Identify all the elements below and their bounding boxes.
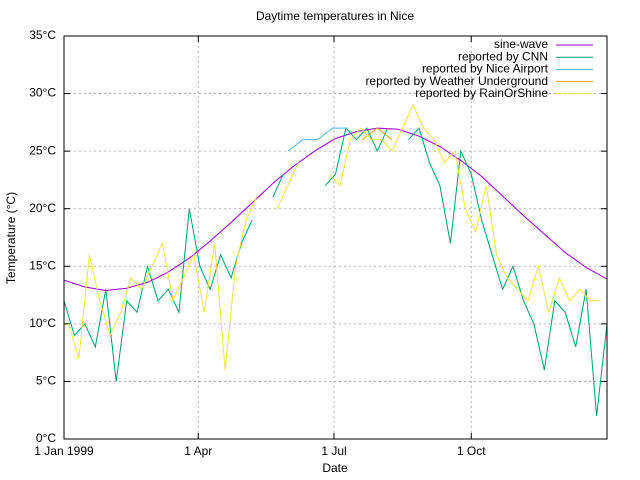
- legend-label: reported by Weather Underground: [365, 74, 548, 88]
- x-tick-label: 1 Apr: [184, 444, 212, 458]
- series-line: [63, 127, 608, 417]
- plot-area: [63, 103, 608, 417]
- y-tick-label: 25°C: [29, 143, 56, 157]
- legend-label: reported by Nice Airport: [422, 62, 549, 76]
- legend-label: sine-wave: [494, 37, 548, 51]
- x-tick-label: 1 Jan 1999: [34, 444, 94, 458]
- y-tick-label: 5°C: [36, 374, 56, 388]
- legend-label: reported by RainOrShine: [415, 86, 548, 100]
- y-tick-label: 35°C: [29, 28, 56, 42]
- legend-label: reported by CNN: [458, 49, 548, 63]
- y-tick-label: 0°C: [36, 431, 56, 445]
- x-axis-label: Date: [322, 461, 348, 475]
- y-axis-label: Temperature (°C): [4, 192, 18, 284]
- y-tick-label: 20°C: [29, 201, 56, 215]
- series-line: [63, 127, 608, 292]
- plot-frame: [63, 35, 608, 440]
- y-tick-label: 15°C: [29, 258, 56, 272]
- x-tick-label: 1 Jul: [321, 444, 346, 458]
- x-tick-label: 1 Oct: [457, 444, 486, 458]
- series-line: [68, 103, 601, 370]
- series-line: [287, 127, 348, 152]
- chart-title: Daytime temperatures in Nice: [256, 9, 414, 23]
- y-tick-label: 30°C: [29, 86, 56, 100]
- y-tick-label: 10°C: [29, 316, 56, 330]
